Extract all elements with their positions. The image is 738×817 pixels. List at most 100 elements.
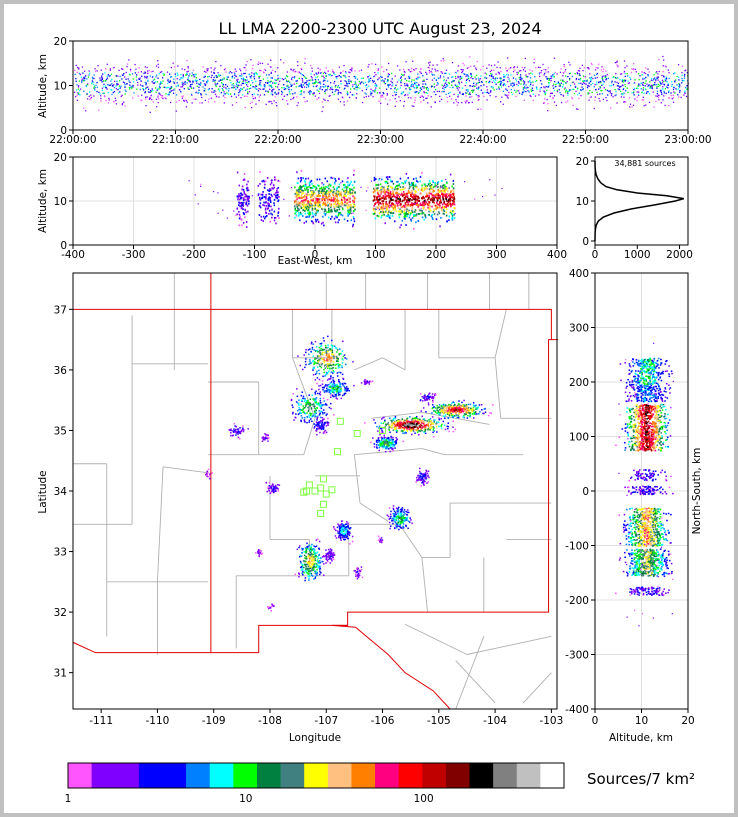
source-point <box>271 89 273 92</box>
source-point <box>425 201 428 204</box>
source-point <box>323 210 326 213</box>
source-point <box>265 212 268 215</box>
source-point <box>399 208 401 211</box>
source-point <box>292 76 294 78</box>
source-point <box>241 185 244 188</box>
source-point <box>429 190 431 193</box>
source-point <box>186 73 188 76</box>
source-point <box>131 86 133 88</box>
source-point <box>501 96 503 98</box>
source-point <box>351 66 353 69</box>
source-point <box>610 94 613 97</box>
source-point <box>457 85 459 88</box>
source-point <box>624 75 626 78</box>
source-point <box>354 70 356 72</box>
source-point <box>85 85 87 87</box>
source-point <box>445 194 448 197</box>
source-point <box>275 194 277 197</box>
source-point <box>352 360 354 363</box>
source-point <box>270 85 272 87</box>
source-point <box>602 80 604 83</box>
source-point <box>517 81 520 83</box>
source-point <box>356 89 358 91</box>
source-point <box>314 214 317 217</box>
source-point <box>421 95 423 97</box>
source-point <box>304 360 307 363</box>
source-point <box>167 78 169 81</box>
source-point <box>641 83 644 86</box>
source-point <box>365 190 368 192</box>
source-point <box>443 207 446 209</box>
source-point <box>297 64 299 67</box>
source-point <box>339 212 342 215</box>
source-point <box>306 212 309 215</box>
source-point <box>411 199 413 201</box>
source-point <box>597 67 599 69</box>
source-point <box>334 202 337 205</box>
source-point <box>661 93 663 95</box>
source-point <box>242 82 245 85</box>
source-point <box>331 91 334 93</box>
source-point <box>269 187 271 190</box>
source-point <box>651 84 653 87</box>
source-point <box>405 200 408 203</box>
source-point <box>79 94 81 96</box>
source-point <box>595 67 597 69</box>
source-point <box>337 214 339 217</box>
source-point <box>307 349 310 351</box>
source-point <box>505 73 508 76</box>
source-point <box>523 99 526 102</box>
source-point <box>269 85 271 87</box>
source-point <box>176 72 178 74</box>
source-point <box>381 185 383 188</box>
source-point <box>402 74 404 76</box>
source-point <box>267 189 269 192</box>
source-point <box>643 72 645 74</box>
source-point <box>544 92 547 94</box>
source-point <box>447 199 450 202</box>
state-border <box>73 308 559 710</box>
source-point <box>477 87 480 90</box>
source-point <box>172 89 174 92</box>
source-point <box>336 204 339 207</box>
source-point <box>515 91 517 93</box>
source-point <box>323 79 325 81</box>
source-point <box>326 180 329 183</box>
source-point <box>318 363 321 366</box>
source-point <box>304 197 306 200</box>
source-point <box>260 80 262 82</box>
source-point <box>351 70 353 72</box>
source-point <box>443 79 445 81</box>
source-point <box>152 82 155 84</box>
source-point <box>674 81 676 83</box>
source-point <box>270 66 272 68</box>
source-point <box>592 82 594 85</box>
source-point <box>327 87 329 89</box>
source-point <box>151 76 154 79</box>
source-point <box>439 95 441 98</box>
source-point <box>406 79 408 82</box>
source-point <box>387 62 390 65</box>
source-point <box>395 185 398 188</box>
source-point <box>355 85 357 88</box>
source-point <box>373 198 376 201</box>
source-point <box>165 97 167 100</box>
source-point <box>136 79 138 81</box>
source-point <box>420 204 423 206</box>
source-point <box>425 208 427 211</box>
source-point <box>336 187 338 190</box>
source-point <box>403 100 405 103</box>
source-point <box>367 76 370 78</box>
source-point <box>555 104 558 107</box>
source-point <box>666 84 669 86</box>
source-point <box>311 182 313 185</box>
source-point <box>309 93 311 95</box>
source-point <box>274 176 276 179</box>
source-point <box>439 202 441 204</box>
source-point <box>134 63 136 66</box>
source-point <box>244 72 246 75</box>
source-point <box>302 189 304 192</box>
source-point <box>270 193 272 196</box>
source-point <box>393 204 396 207</box>
source-point <box>428 213 430 216</box>
